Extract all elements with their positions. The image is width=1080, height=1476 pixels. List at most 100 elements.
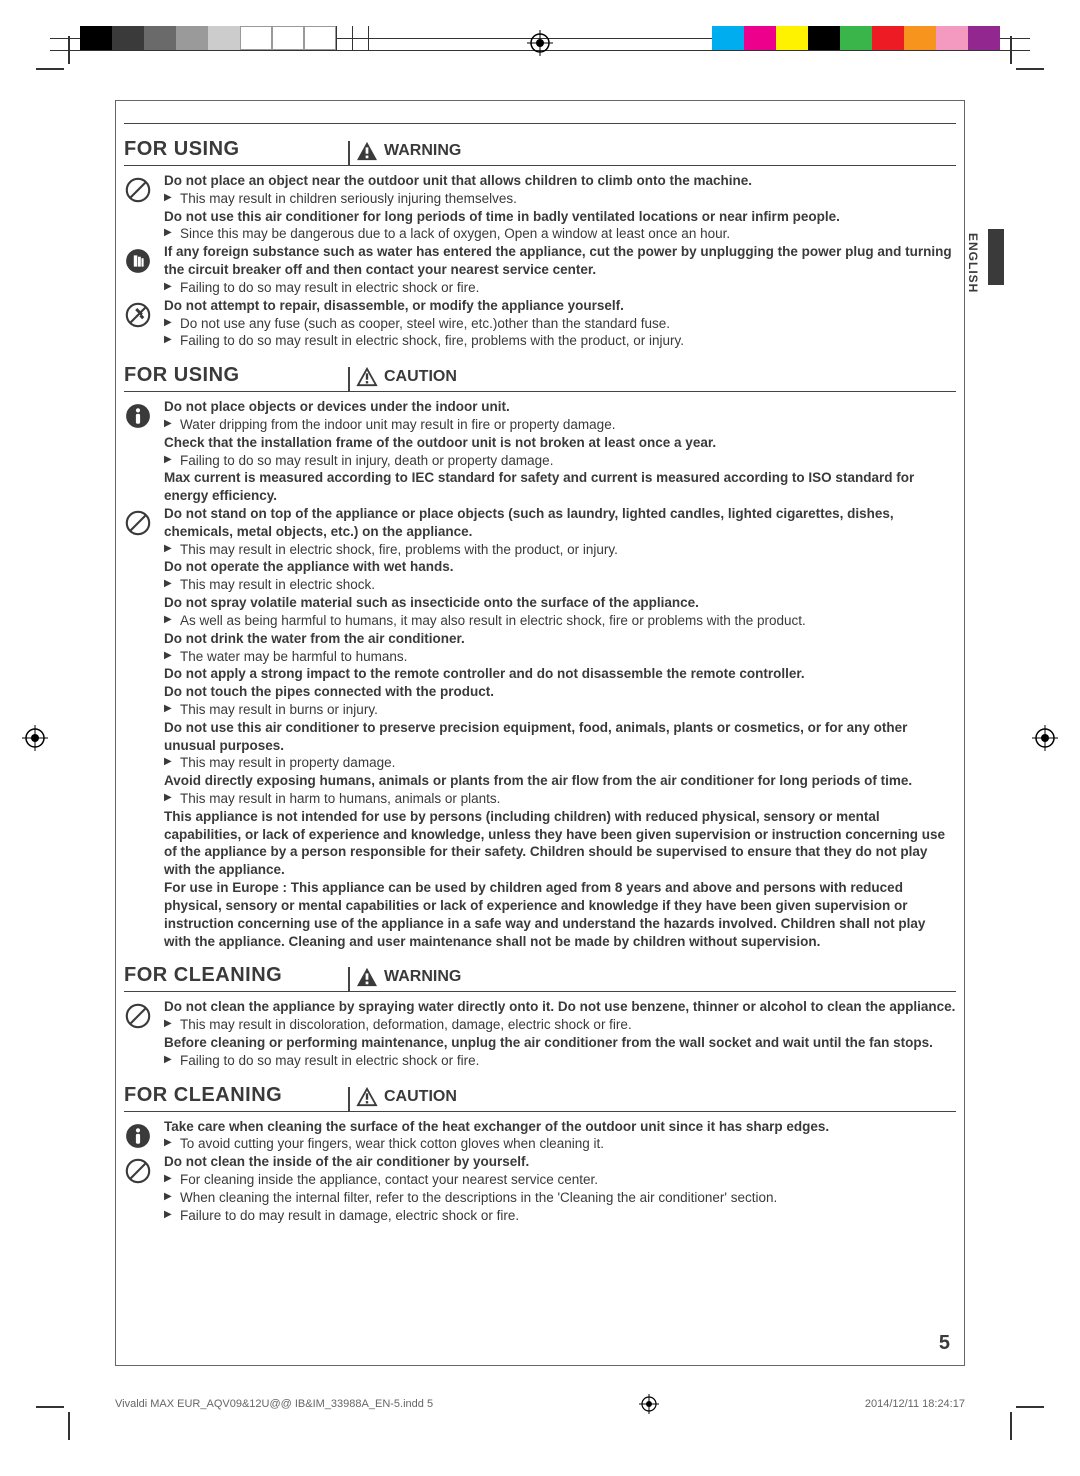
registration-mark-icon: [1032, 725, 1058, 751]
text-column: Do not clean the appliance by spraying w…: [164, 998, 956, 1069]
instruction-heading: This appliance is not intended for use b…: [164, 808, 956, 879]
content-block: Do not stand on top of the appliance or …: [124, 505, 956, 950]
print-footer: Vivaldi MAX EUR_AQV09&12U@@ IB&IM_33988A…: [115, 1394, 965, 1414]
instruction-heading: Do not use this air conditioner to prese…: [164, 719, 956, 755]
instruction-heading: Do not attempt to repair, disassemble, o…: [164, 297, 956, 315]
instruction-detail: When cleaning the internal filter, refer…: [164, 1189, 956, 1207]
content-block: Take care when cleaning the surface of t…: [124, 1118, 956, 1154]
content-block: If any foreign substance such as water h…: [124, 243, 956, 296]
instruction-detail: Water dripping from the indoor unit may …: [164, 416, 956, 434]
heading-divider: [348, 967, 350, 991]
instruction-heading: Avoid directly exposing humans, animals …: [164, 772, 956, 790]
instruction-detail: The water may be harmful to humans.: [164, 648, 956, 666]
registration-mark-icon: [22, 725, 48, 751]
instruction-heading: Do not clean the inside of the air condi…: [164, 1153, 956, 1171]
footer-date: 2014/12/11 18:24:17: [865, 1398, 965, 1410]
prohibit-icon: [124, 172, 164, 243]
instruction-heading: Do not place an object near the outdoor …: [164, 172, 956, 190]
text-column: Do not attempt to repair, disassemble, o…: [164, 297, 956, 350]
section-label: WARNING: [356, 967, 461, 991]
text-column: Do not clean the inside of the air condi…: [164, 1153, 956, 1224]
language-tab-marker: [988, 229, 1004, 285]
section-title: FOR CLEANING: [124, 1084, 348, 1111]
content-block: Do not clean the inside of the air condi…: [124, 1153, 956, 1224]
page-frame: ENGLISH FOR USING WARNINGDo not place an…: [115, 100, 965, 1366]
section-heading: FOR USING CAUTION: [124, 364, 956, 392]
content-block: Do not place objects or devices under th…: [124, 398, 956, 505]
crop-mark: [1016, 68, 1044, 70]
instruction-heading: Do not stand on top of the appliance or …: [164, 505, 956, 541]
instruction-detail: Failing to do so may result in injury, d…: [164, 452, 956, 470]
text-column: Do not place an object near the outdoor …: [164, 172, 956, 243]
crop-mark: [1016, 1406, 1044, 1408]
prohibit-icon: [124, 505, 164, 950]
instruction-detail: This may result in harm to humans, anima…: [164, 790, 956, 808]
section-title: FOR CLEANING: [124, 964, 348, 991]
instruction-detail: Failing to do so may result in electric …: [164, 1052, 956, 1070]
crop-mark: [1010, 1412, 1012, 1440]
instruction-heading: Do not touch the pipes connected with th…: [164, 683, 956, 701]
heading-divider: [348, 1087, 350, 1111]
instruction-heading: Do not use this air conditioner for long…: [164, 208, 956, 226]
heading-divider: [348, 367, 350, 391]
mandatory-icon: [124, 1118, 164, 1154]
registration-mark-icon: [639, 1394, 659, 1414]
crop-mark: [68, 36, 70, 64]
colorbar-left: [80, 26, 336, 50]
instruction-detail: Failing to do so may result in electric …: [164, 279, 956, 297]
printer-tick: [352, 26, 353, 50]
section-title: FOR USING: [124, 138, 348, 165]
instruction-detail: To avoid cutting your fingers, wear thic…: [164, 1135, 956, 1153]
page-number: 5: [939, 1332, 950, 1355]
instruction-detail: This may result in children seriously in…: [164, 190, 956, 208]
section-label-text: WARNING: [384, 968, 461, 986]
instruction-heading: Do not spray volatile material such as i…: [164, 594, 956, 612]
instruction-detail: This may result in electric shock, fire,…: [164, 541, 956, 559]
content-block: Do not attempt to repair, disassemble, o…: [124, 297, 956, 350]
language-label: ENGLISH: [966, 233, 980, 293]
instruction-heading: Take care when cleaning the surface of t…: [164, 1118, 956, 1136]
crop-mark: [68, 1412, 70, 1440]
instruction-heading: Check that the installation frame of the…: [164, 434, 956, 452]
section-label-text: WARNING: [384, 142, 461, 160]
text-column: Do not place objects or devices under th…: [164, 398, 956, 505]
instruction-heading: Do not apply a strong impact to the remo…: [164, 665, 956, 683]
text-column: Take care when cleaning the surface of t…: [164, 1118, 956, 1154]
top-rule: [124, 123, 956, 124]
text-column: Do not stand on top of the appliance or …: [164, 505, 956, 950]
section-heading: FOR CLEANING WARNING: [124, 964, 956, 992]
printer-tick: [336, 26, 337, 50]
section-label-text: CAUTION: [384, 368, 457, 386]
instruction-heading: If any foreign substance such as water h…: [164, 243, 956, 279]
text-column: If any foreign substance such as water h…: [164, 243, 956, 296]
instruction-detail: This may result in discoloration, deform…: [164, 1016, 956, 1034]
section-label-text: CAUTION: [384, 1088, 457, 1106]
prohibit-icon: [124, 998, 164, 1069]
instruction-heading: Do not clean the appliance by spraying w…: [164, 998, 956, 1016]
section-heading: FOR CLEANING CAUTION: [124, 1084, 956, 1112]
instruction-heading: Do not drink the water from the air cond…: [164, 630, 956, 648]
instruction-detail: For cleaning inside the appliance, conta…: [164, 1171, 956, 1189]
instruction-detail: Failure to do may result in damage, elec…: [164, 1207, 956, 1225]
crop-mark: [1010, 36, 1012, 64]
no-disassemble-icon: [124, 297, 164, 350]
instruction-heading: For use in Europe : This appliance can b…: [164, 879, 956, 950]
instruction-detail: This may result in burns or injury.: [164, 701, 956, 719]
section-heading: FOR USING WARNING: [124, 138, 956, 166]
instruction-detail: Since this may be dangerous due to a lac…: [164, 225, 956, 243]
info-hand-icon: [124, 243, 164, 296]
crop-mark: [36, 1406, 64, 1408]
mandatory-icon: [124, 398, 164, 505]
heading-divider: [348, 141, 350, 165]
instruction-detail: This may result in electric shock.: [164, 576, 956, 594]
section-label: CAUTION: [356, 1087, 457, 1111]
prohibit-icon: [124, 1153, 164, 1224]
section-label: CAUTION: [356, 367, 457, 391]
instruction-heading: Max current is measured according to IEC…: [164, 469, 956, 505]
instruction-detail: Failing to do so may result in electric …: [164, 332, 956, 350]
instruction-heading: Do not operate the appliance with wet ha…: [164, 558, 956, 576]
colorbar-right: [712, 26, 1000, 50]
content-block: Do not clean the appliance by spraying w…: [124, 998, 956, 1069]
instruction-detail: This may result in property damage.: [164, 754, 956, 772]
instruction-detail: As well as being harmful to humans, it m…: [164, 612, 956, 630]
